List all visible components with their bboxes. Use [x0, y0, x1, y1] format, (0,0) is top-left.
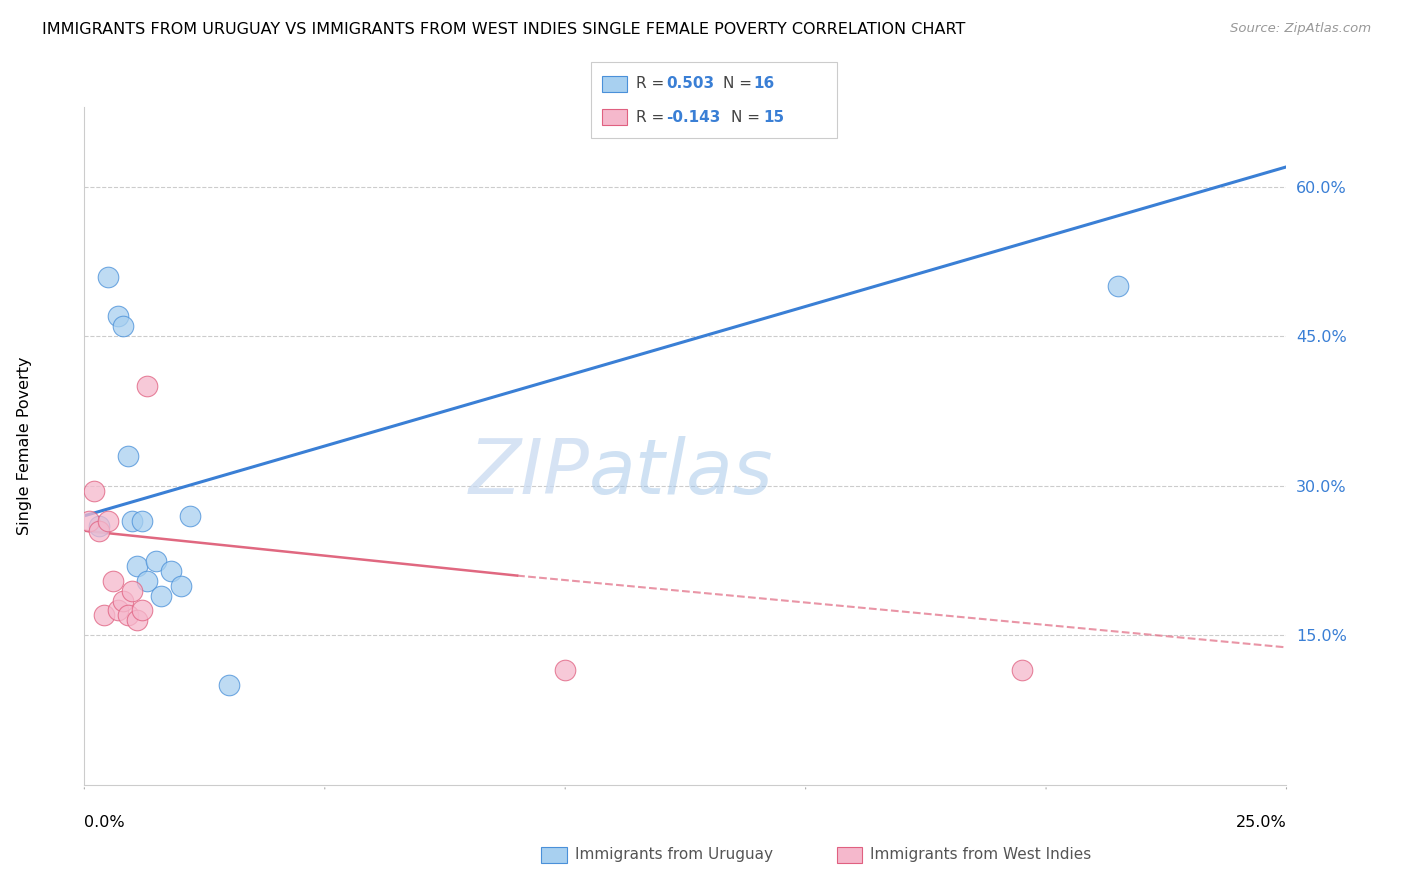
Text: Source: ZipAtlas.com: Source: ZipAtlas.com: [1230, 22, 1371, 36]
Text: atlas: atlas: [589, 436, 773, 510]
Point: [111, 319, 134, 334]
Text: 0.0%: 0.0%: [84, 815, 125, 830]
Text: R =: R =: [636, 110, 669, 125]
Text: Single Female Poverty: Single Female Poverty: [17, 357, 32, 535]
Point: [107, 310, 129, 324]
Point: [1011, 663, 1033, 677]
Point: [131, 514, 153, 528]
Text: -0.143: -0.143: [666, 110, 721, 125]
Text: Immigrants from West Indies: Immigrants from West Indies: [870, 847, 1091, 862]
Point: [83, 483, 105, 498]
Point: [87, 524, 110, 538]
Point: [87, 518, 110, 533]
Text: IMMIGRANTS FROM URUGUAY VS IMMIGRANTS FROM WEST INDIES SINGLE FEMALE POVERTY COR: IMMIGRANTS FROM URUGUAY VS IMMIGRANTS FR…: [42, 22, 966, 37]
Point: [121, 514, 143, 528]
Text: N =: N =: [731, 110, 765, 125]
Point: [160, 564, 183, 578]
Text: N =: N =: [723, 76, 756, 91]
Point: [121, 583, 143, 598]
Point: [131, 603, 153, 617]
Point: [169, 578, 191, 592]
Point: [103, 574, 125, 588]
Point: [97, 269, 120, 284]
Text: ZIP: ZIP: [468, 436, 589, 510]
Point: [127, 558, 149, 573]
Text: Immigrants from Uruguay: Immigrants from Uruguay: [575, 847, 773, 862]
Point: [111, 593, 134, 607]
Text: 16: 16: [754, 76, 775, 91]
Point: [117, 608, 139, 623]
Text: R =: R =: [636, 76, 669, 91]
Point: [97, 514, 120, 528]
Text: 0.503: 0.503: [666, 76, 714, 91]
Point: [135, 574, 157, 588]
Point: [1107, 279, 1129, 293]
Text: 25.0%: 25.0%: [1236, 815, 1286, 830]
Point: [145, 554, 167, 568]
Point: [93, 608, 115, 623]
Point: [127, 614, 149, 628]
Point: [554, 663, 576, 677]
Point: [117, 449, 139, 463]
Point: [179, 508, 201, 523]
Point: [77, 514, 100, 528]
Text: 15: 15: [763, 110, 785, 125]
Point: [218, 678, 240, 692]
Point: [107, 603, 129, 617]
Point: [135, 379, 157, 393]
Point: [150, 589, 173, 603]
